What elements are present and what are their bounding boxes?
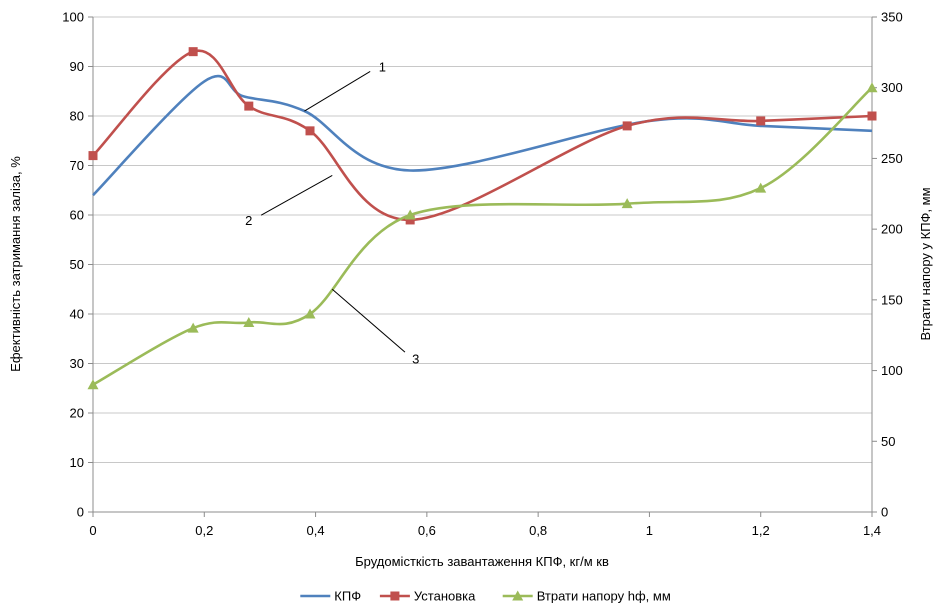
series-2-point [756,116,766,126]
series-2-point [305,126,315,136]
y-axis-ticks: 0 10 20 30 40 50 60 70 80 90 100 [62,10,84,520]
legend-marker [512,590,524,601]
x-tick-label: 1,2 [752,523,770,538]
y2-tick-label: 200 [881,222,903,237]
legend-marker [390,591,400,601]
series-2-point [867,111,877,121]
y2-axis-title: Втрати напору у КПФ, мм [918,187,933,340]
series-3-point [404,209,416,220]
gridlines [93,16,872,463]
annotation-label: 1 [379,60,386,75]
y-tick-label: 10 [70,455,84,470]
series-2-point [405,215,415,225]
x-tick-label: 0,6 [418,523,436,538]
legend-label: КПФ [334,589,361,604]
y2-tick-label: 300 [881,80,903,95]
series-2-line [92,49,873,222]
series-3-point [243,316,255,327]
series-layer [87,47,878,390]
annotation-label: 2 [245,213,252,228]
series-3-point [621,198,633,209]
y-tick-label: 70 [70,158,84,173]
x-tick-label: 1 [646,523,653,538]
series-1 [92,74,873,197]
legend-item-2: Установка [379,589,476,604]
x-tick-label: 0 [89,523,96,538]
series-3-point [304,308,316,319]
y-tick-label: 100 [62,10,84,25]
y-tick-label: 90 [70,59,84,74]
x-tick-label: 1,4 [863,523,881,538]
y2-tick-label: 350 [881,10,903,25]
y2-tick-label: 150 [881,292,903,307]
series-3-line [92,86,873,386]
y-tick-label: 0 [77,505,84,520]
y-tick-label: 30 [70,356,84,371]
series-3-point [755,182,767,193]
legend-item-3: Втрати напору hф, мм [502,589,671,604]
series-2 [88,47,877,225]
legend-label: Установка [414,589,476,604]
series-3-point [87,379,99,390]
legend-label: Втрати напору hф, мм [537,589,671,604]
series-2-point [244,101,254,111]
y-tick-label: 80 [70,109,84,124]
y-tick-label: 20 [70,406,84,421]
y2-tick-label: 250 [881,151,903,166]
series-3-point [187,322,199,333]
y-tick-label: 60 [70,208,84,223]
series-2-point [88,151,98,161]
series-2-point [188,47,198,57]
annotation-leader [304,71,371,112]
annotation-leader [331,288,406,353]
series-1-line [92,74,873,197]
x-axis-title: Брудомісткість завантаження КПФ, кг/м кв [355,554,609,569]
x-tick-label: 0,4 [307,523,325,538]
series-3 [87,82,878,390]
annotation-leader [260,174,333,216]
axes [88,16,877,517]
y-axis-title: Ефективність затримання заліза, % [8,156,23,372]
legend: КПФ Установка Втрати напору hф, мм [300,589,671,604]
y-tick-label: 50 [70,257,84,272]
x-axis-ticks: 0 0,2 0,4 0,6 0,8 1 1,2 1,4 [89,523,881,538]
y-tick-label: 40 [70,307,84,322]
annotation-label: 3 [412,352,419,367]
series-3-point [866,82,878,93]
series-2-point [622,121,632,131]
x-tick-label: 0,8 [529,523,547,538]
annotations: 1 2 3 [245,60,419,367]
x-tick-label: 0,2 [195,523,213,538]
y2-tick-label: 100 [881,363,903,378]
y2-axis-ticks: 0 50 100 150 200 250 300 350 [881,10,903,520]
y2-tick-label: 50 [881,434,895,449]
legend-item-1: КПФ [300,589,361,604]
y2-tick-label: 0 [881,505,888,520]
